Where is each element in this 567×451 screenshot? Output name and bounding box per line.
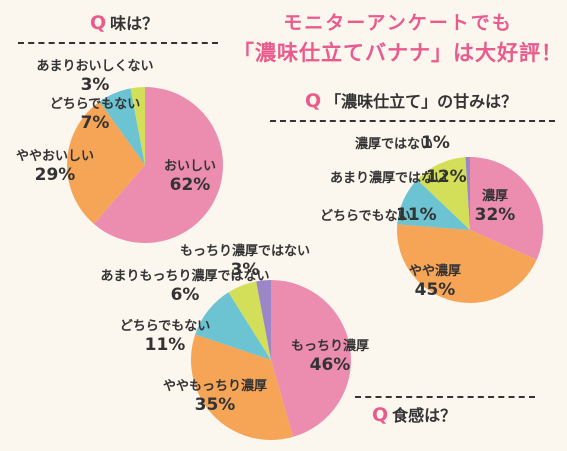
slice-value: 62%: [170, 175, 211, 195]
q-mark: Q: [90, 12, 107, 34]
slice-value: 6%: [171, 285, 200, 305]
headline-line1: モニターアンケートでも: [283, 12, 513, 34]
slice-label: やや濃厚: [409, 263, 461, 279]
slice-label: 濃厚: [482, 188, 508, 204]
question-sweetness: Q 「濃味仕立て」の甘みは？: [305, 88, 517, 112]
slice-value: 11%: [145, 335, 186, 355]
question-texture: Q 食感は？: [372, 402, 456, 426]
divider: [355, 396, 535, 398]
q-mark: Q: [305, 90, 322, 112]
question-taste: Q 味は？: [90, 10, 158, 34]
slice-value: 35%: [195, 395, 236, 415]
pie-slice: [271, 280, 352, 437]
slice-label: もっちり濃厚ではない: [180, 243, 310, 259]
pie-slice: [130, 87, 145, 165]
slice-label: ややもっちり濃厚: [163, 378, 267, 394]
slice-value: 1%: [421, 133, 450, 153]
question-text: 味は？: [110, 14, 159, 33]
pie-slice: [256, 280, 271, 360]
divider: [270, 120, 555, 122]
pie-slice: [397, 179, 470, 230]
pie-slice: [417, 157, 470, 230]
slice-value: 29%: [35, 165, 76, 185]
slice-value: 7%: [81, 113, 110, 133]
pie-slice: [93, 87, 224, 243]
slice-value: 11%: [396, 205, 437, 225]
divider: [18, 42, 218, 44]
pie-slice: [470, 157, 544, 260]
slice-label: ややおいしい: [16, 149, 94, 164]
slice-value: 3%: [231, 260, 260, 280]
slice-label: どちらでもない: [120, 319, 211, 334]
pie-slice: [397, 224, 537, 303]
q-mark: Q: [372, 404, 389, 426]
slice-label: どちらでもない: [50, 97, 141, 112]
slice-value: 32%: [475, 205, 516, 225]
question-text: 食感は？: [392, 406, 457, 425]
slice-label: あまり濃厚ではない: [330, 170, 447, 186]
pie-slice: [190, 334, 294, 441]
slice-value: 45%: [415, 280, 456, 300]
headline: モニターアンケートでも 「濃味仕立てバナナ」は大好評！: [232, 8, 564, 67]
pie-slice: [465, 157, 470, 230]
slice-label: どちらでもない: [320, 209, 411, 224]
pie-slice: [67, 101, 145, 224]
slice-value: 46%: [310, 355, 351, 375]
pie-slice: [228, 281, 271, 360]
slice-label: あまりもっちり濃厚ではない: [100, 268, 269, 284]
slice-value: 12%: [426, 167, 467, 187]
slice-label: 濃厚ではない: [355, 136, 433, 152]
pie-slice: [195, 292, 271, 360]
slice-label: もっちり濃厚: [291, 338, 369, 354]
slice-value: 3%: [81, 75, 110, 95]
slice-label: あまりおいしくない: [36, 59, 153, 74]
pie-slice: [99, 88, 145, 165]
headline-line2: 「濃味仕立てバナナ」は大好評！: [233, 41, 563, 65]
question-text: 「濃味仕立て」の甘みは？: [325, 92, 518, 111]
slice-label: おいしい: [164, 159, 216, 174]
